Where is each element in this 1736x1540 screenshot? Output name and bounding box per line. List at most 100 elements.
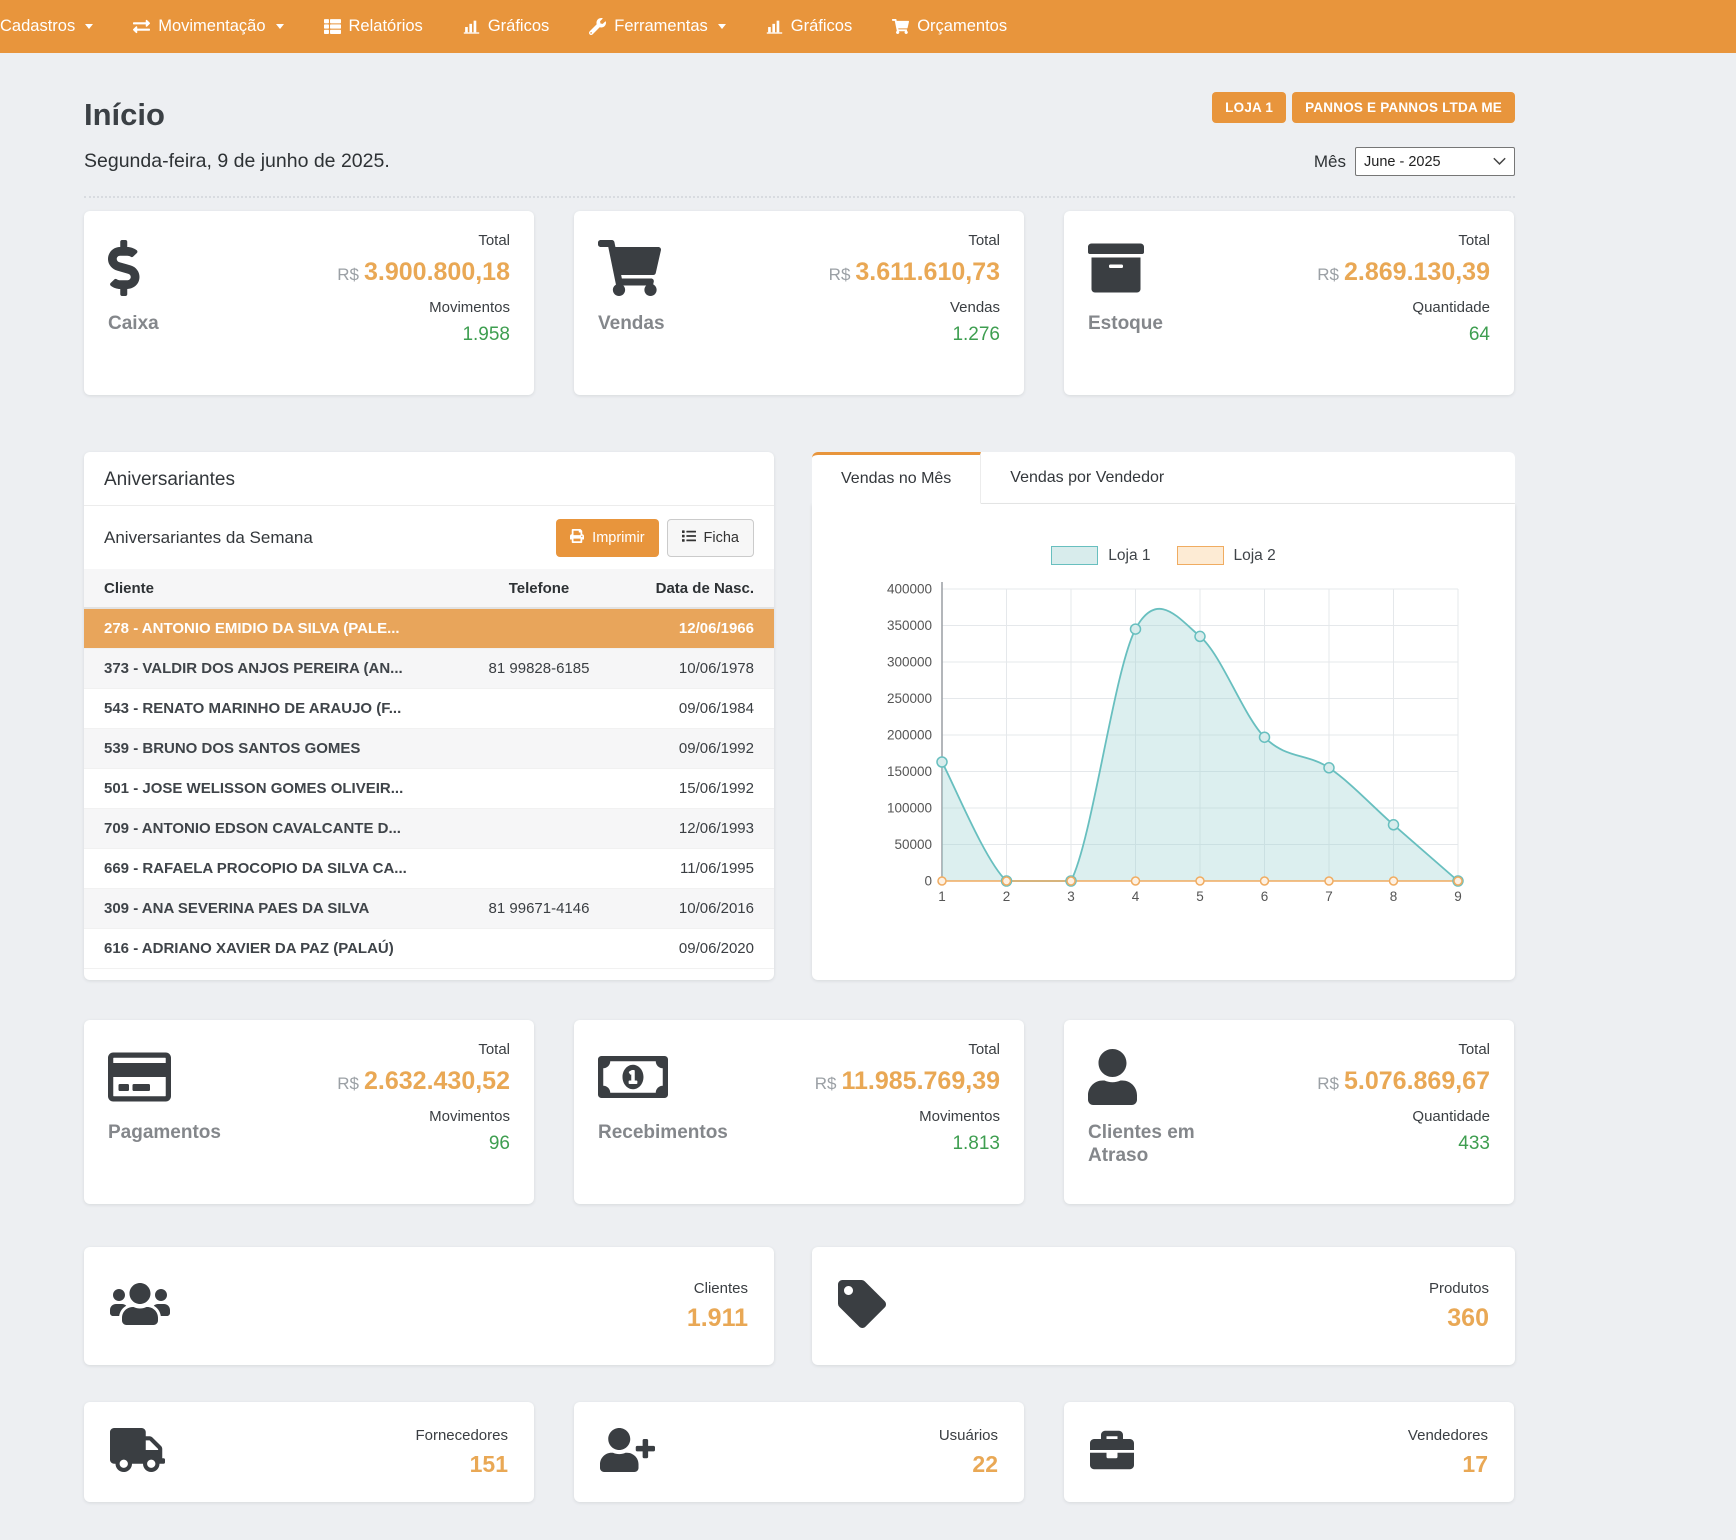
legend-item[interactable]: Loja 1 bbox=[1051, 546, 1150, 565]
total-value: R$2.869.130,39 bbox=[1317, 258, 1490, 287]
count-label: Vendas bbox=[950, 299, 1000, 316]
dotted-divider bbox=[84, 196, 1515, 198]
col-cliente[interactable]: Cliente bbox=[84, 569, 464, 608]
svg-text:1: 1 bbox=[938, 889, 946, 904]
table-row[interactable]: 278 - ANTONIO EMIDIO DA SILVA (PALE... 1… bbox=[84, 608, 774, 649]
nav-item[interactable]: Relatórios bbox=[324, 17, 423, 36]
count-label: Quantidade bbox=[1412, 299, 1490, 316]
finance-row: Pagamentos Total R$2.632.430,52 Moviment… bbox=[84, 1020, 1514, 1204]
stat-card: Estoque Total R$2.869.130,39 Quantidade … bbox=[1064, 211, 1514, 395]
report-icon bbox=[324, 18, 341, 35]
company-button[interactable]: PANNOS E PANNOS LTDA ME bbox=[1292, 92, 1515, 123]
table-row[interactable]: 709 - ANTONIO EDSON CAVALCANTE D... 12/0… bbox=[84, 809, 774, 849]
legend-item[interactable]: Loja 2 bbox=[1177, 546, 1276, 565]
svg-text:300000: 300000 bbox=[887, 655, 932, 670]
cell-birthdate: 12/06/1966 bbox=[614, 608, 774, 649]
count-value: 96 bbox=[489, 1133, 510, 1155]
svg-text:5: 5 bbox=[1196, 889, 1204, 904]
total-value: R$3.611.610,73 bbox=[829, 258, 1000, 287]
count-value: 17 bbox=[1462, 1451, 1488, 1478]
col-telefone[interactable]: Telefone bbox=[464, 569, 614, 608]
cell-birthdate: 12/06/1993 bbox=[614, 809, 774, 849]
count-value: 22 bbox=[972, 1451, 998, 1478]
birthdays-subtitle: Aniversariantes da Semana bbox=[104, 528, 313, 548]
table-row[interactable]: 539 - BRUNO DOS SANTOS GOMES 09/06/1992 bbox=[84, 729, 774, 769]
cell-phone bbox=[464, 929, 614, 969]
nav-item[interactable]: Ferramentas bbox=[589, 17, 726, 36]
wrench-icon bbox=[589, 18, 606, 35]
table-row[interactable]: 669 - RAFAELA PROCOPIO DA SILVA CA... 11… bbox=[84, 849, 774, 889]
tag-icon bbox=[838, 1280, 886, 1333]
summary-row: Caixa Total R$3.900.800,18 Movimentos 1.… bbox=[84, 211, 1514, 395]
top-nav: Cadastros Movimentação Relatórios Gráfic… bbox=[0, 0, 1736, 53]
store-button[interactable]: LOJA 1 bbox=[1212, 92, 1286, 123]
cart-icon bbox=[892, 18, 909, 35]
table-row[interactable]: 501 - JOSE WELISSON GOMES OLIVEIR... 15/… bbox=[84, 769, 774, 809]
cell-client: 278 - ANTONIO EMIDIO DA SILVA (PALE... bbox=[84, 608, 464, 649]
count-value: 64 bbox=[1469, 324, 1490, 346]
box-icon bbox=[1088, 231, 1246, 305]
svg-text:3: 3 bbox=[1067, 889, 1075, 904]
nav-item[interactable]: Cadastros bbox=[0, 17, 93, 36]
count-label: Usuários bbox=[939, 1427, 998, 1444]
chart-tab[interactable]: Vendas por Vendedor bbox=[981, 452, 1193, 503]
table-row[interactable]: 373 - VALDIR DOS ANJOS PEREIRA (AN... 81… bbox=[84, 649, 774, 689]
cell-birthdate: 10/06/1978 bbox=[614, 649, 774, 689]
count-card: Fornecedores 151 bbox=[84, 1402, 534, 1502]
cell-client: 309 - ANA SEVERINA PAES DA SILVA bbox=[84, 889, 464, 929]
bar-chart-icon bbox=[766, 18, 783, 35]
truck-icon bbox=[110, 1428, 165, 1477]
nav-item[interactable]: Orçamentos bbox=[892, 17, 1007, 36]
cell-client: 539 - BRUNO DOS SANTOS GOMES bbox=[84, 729, 464, 769]
cell-phone bbox=[464, 849, 614, 889]
count-card: Vendedores 17 bbox=[1064, 1402, 1514, 1502]
count-value: 1.911 bbox=[687, 1304, 748, 1333]
count-card: Usuários 22 bbox=[574, 1402, 1024, 1502]
bar-chart-icon bbox=[463, 18, 480, 35]
stat-card: Recebimentos Total R$11.985.769,39 Movim… bbox=[574, 1020, 1024, 1204]
table-row[interactable]: 616 - ADRIANO XAVIER DA PAZ (PALAÚ) 09/0… bbox=[84, 929, 774, 969]
col-data-nasc[interactable]: Data de Nasc. bbox=[614, 569, 774, 608]
total-label: Total bbox=[968, 1041, 1000, 1058]
table-row[interactable]: 309 - ANA SEVERINA PAES DA SILVA 81 9967… bbox=[84, 889, 774, 929]
cell-phone bbox=[464, 689, 614, 729]
count-value: 151 bbox=[470, 1451, 508, 1478]
nav-item[interactable]: Gráficos bbox=[463, 17, 549, 36]
table-row[interactable]: 543 - RENATO MARINHO DE ARAUJO (F... 09/… bbox=[84, 689, 774, 729]
legend-swatch bbox=[1051, 546, 1098, 565]
svg-text:6: 6 bbox=[1261, 889, 1269, 904]
cell-client: 616 - ADRIANO XAVIER DA PAZ (PALAÚ) bbox=[84, 929, 464, 969]
total-label: Total bbox=[968, 232, 1000, 249]
cell-birthdate: 09/06/1984 bbox=[614, 689, 774, 729]
svg-text:150000: 150000 bbox=[887, 764, 932, 779]
cell-birthdate: 15/06/1992 bbox=[614, 769, 774, 809]
count-label: Produtos bbox=[1429, 1280, 1489, 1297]
chevron-down-icon bbox=[1493, 154, 1506, 170]
stat-card: Caixa Total R$3.900.800,18 Movimentos 1.… bbox=[84, 211, 534, 395]
nav-item[interactable]: Gráficos bbox=[766, 17, 852, 36]
nav-item[interactable]: Movimentação bbox=[133, 17, 283, 36]
users-icon bbox=[110, 1280, 170, 1333]
wide-row: Clientes 1.911 Produtos 360 bbox=[84, 1247, 1515, 1365]
count-label: Movimentos bbox=[429, 1108, 510, 1125]
month-select[interactable]: June - 2025 bbox=[1355, 147, 1515, 176]
svg-text:7: 7 bbox=[1325, 889, 1333, 904]
legend-swatch bbox=[1177, 546, 1224, 565]
cell-phone: 81 99828-6185 bbox=[464, 649, 614, 689]
ficha-button[interactable]: Ficha bbox=[667, 519, 754, 557]
card-title: Pagamentos bbox=[108, 1122, 248, 1145]
cell-birthdate: 11/06/1995 bbox=[614, 849, 774, 889]
chart-tab[interactable]: Vendas no Mês bbox=[812, 452, 981, 504]
svg-text:4: 4 bbox=[1132, 889, 1140, 904]
birthdays-panel: Aniversariantes Aniversariantes da Seman… bbox=[84, 452, 774, 980]
count-label: Vendedores bbox=[1408, 1427, 1488, 1444]
total-label: Total bbox=[478, 232, 510, 249]
print-button[interactable]: Imprimir bbox=[556, 519, 658, 557]
stat-card: Pagamentos Total R$2.632.430,52 Moviment… bbox=[84, 1020, 534, 1204]
count-value: 433 bbox=[1458, 1133, 1490, 1155]
list-icon bbox=[682, 529, 696, 547]
cell-birthdate: 09/06/2020 bbox=[614, 929, 774, 969]
chart-tabs: Vendas no Mês Vendas por Vendedor bbox=[812, 452, 1515, 504]
total-value: R$11.985.769,39 bbox=[815, 1067, 1000, 1096]
month-picker: Mês June - 2025 bbox=[84, 147, 1515, 176]
